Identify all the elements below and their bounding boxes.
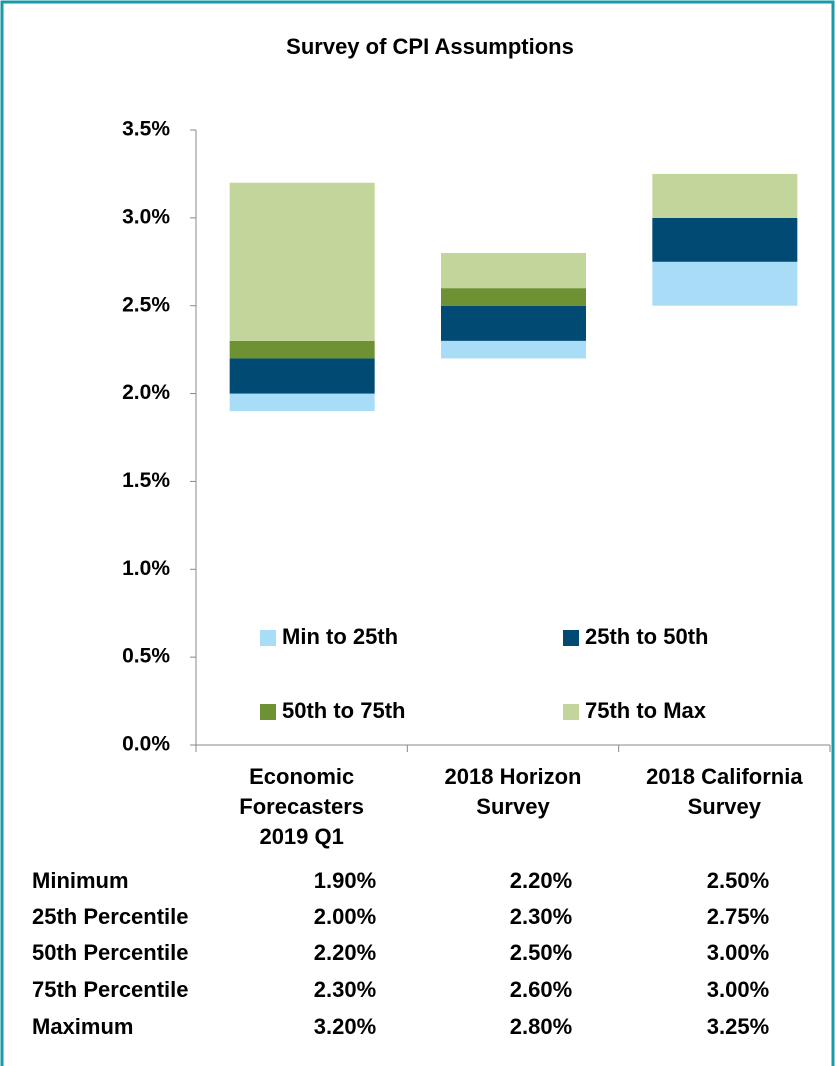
y-tick-label: 0.0%	[122, 733, 170, 756]
y-tick-label: 2.0%	[122, 381, 170, 404]
table-value: 3.00%	[707, 977, 769, 1002]
table-row-label: 25th Percentile	[32, 904, 189, 929]
bar-segment	[229, 358, 375, 394]
legend-label: 25th to 50th	[585, 624, 708, 649]
table-value: 2.80%	[510, 1014, 572, 1039]
table-row-label: 50th Percentile	[32, 940, 189, 965]
legend-label: 75th to Max	[585, 698, 707, 723]
table-value: 2.50%	[510, 940, 572, 965]
y-tick-label: 2.5%	[122, 293, 170, 316]
table-row-label: Maximum	[32, 1014, 133, 1039]
bar-segment	[229, 182, 375, 341]
x-tick-label: Economic Forecasters 2019 Q1	[239, 764, 364, 849]
table-value: 2.00%	[314, 904, 376, 929]
table-value: 2.50%	[707, 868, 769, 893]
bar-segment	[652, 261, 798, 306]
chart-title: Survey of CPI Assumptions	[286, 34, 574, 59]
table-value: 3.25%	[707, 1014, 769, 1039]
y-tick-label: 3.0%	[122, 205, 170, 228]
table-value: 2.30%	[314, 977, 376, 1002]
y-tick-label: 0.5%	[122, 645, 170, 668]
table-value: 2.30%	[510, 904, 572, 929]
table-value: 2.75%	[707, 904, 769, 929]
bar-segment	[652, 173, 798, 218]
table-value: 3.00%	[707, 940, 769, 965]
table-value: 2.20%	[314, 940, 376, 965]
bar-segment	[441, 340, 586, 359]
table-value: 1.90%	[314, 868, 376, 893]
y-tick-label: 1.0%	[122, 557, 170, 580]
legend-swatch	[260, 704, 276, 720]
table-row-label: Minimum	[32, 868, 129, 893]
table-row-label: 75th Percentile	[32, 977, 189, 1002]
legend-swatch	[563, 704, 579, 720]
legend-label: Min to 25th	[282, 624, 398, 649]
legend-swatch	[260, 630, 276, 646]
bar-segment	[652, 217, 798, 262]
bar-segment	[441, 288, 586, 306]
table-value: 2.60%	[510, 977, 572, 1002]
legend-label: 50th to 75th	[282, 698, 405, 723]
bar-segment	[441, 305, 586, 341]
bar-segment	[441, 253, 586, 289]
x-tick-label: 2018 California Survey	[646, 764, 803, 819]
x-tick-label: 2018 Horizon Survey	[445, 764, 582, 819]
bar-segment	[229, 340, 375, 359]
y-tick-label: 1.5%	[122, 469, 170, 492]
table-value: 3.20%	[314, 1014, 376, 1039]
y-tick-label: 3.5%	[122, 118, 170, 141]
bar-segment	[229, 393, 375, 412]
table-value: 2.20%	[510, 868, 572, 893]
legend-swatch	[563, 630, 579, 646]
